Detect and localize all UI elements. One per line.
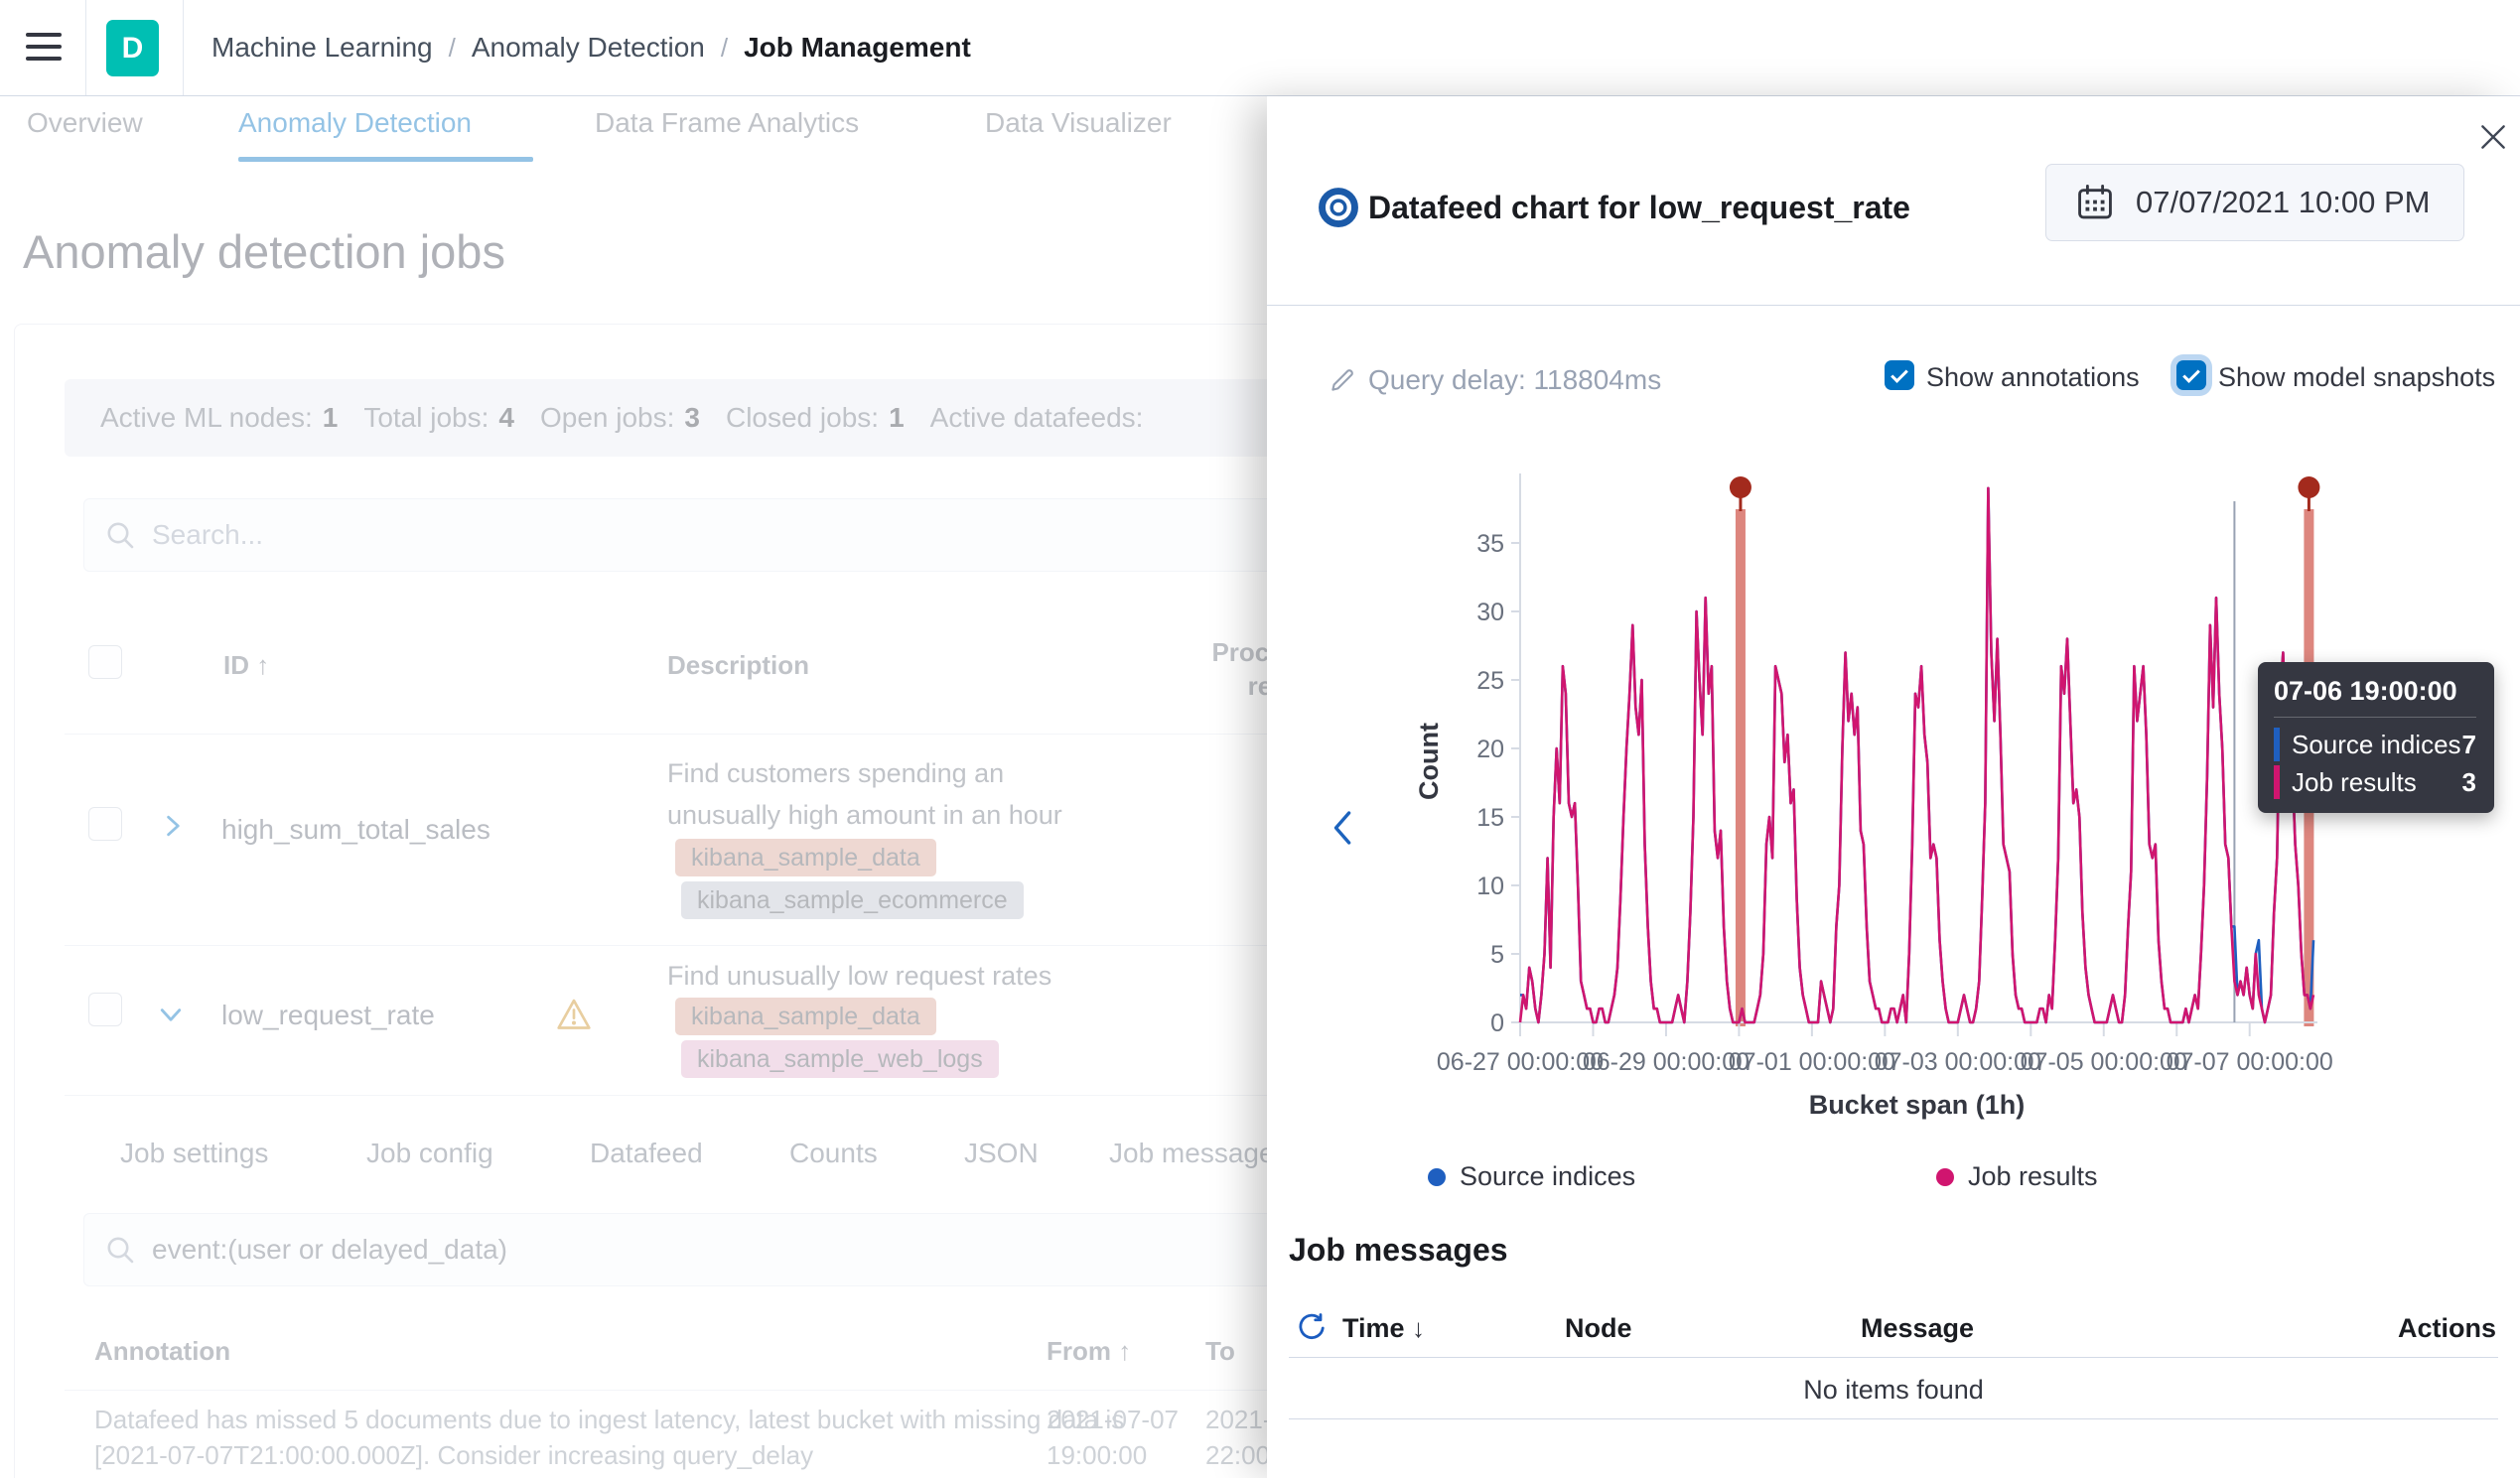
close-icon[interactable] [2476,120,2510,154]
breadcrumb-machine-learning[interactable]: Machine Learning [211,32,433,64]
jm-column-actions[interactable]: Actions [2300,1313,2496,1344]
calendar-icon [2076,184,2114,221]
svg-text:35: 35 [1476,530,1504,558]
datafeed-icon [1317,186,1360,229]
svg-text:07-05 00:00:00: 07-05 00:00:00 [2021,1048,2187,1076]
svg-text:5: 5 [1490,941,1504,969]
breadcrumb: Machine Learning / Anomaly Detection / J… [211,0,971,95]
space-avatar-letter: D [122,32,144,66]
legend-dot-job-results [1936,1168,1954,1186]
menu-icon[interactable] [26,33,62,63]
svg-text:Bucket span (1h): Bucket span (1h) [1809,1090,2026,1120]
chevron-left-icon[interactable] [1329,807,1358,849]
table-rule [1289,1418,2498,1419]
show-model-snapshots-checkbox[interactable] [2176,360,2206,390]
tooltip-swatch-source-indices [2274,728,2280,761]
job-messages-title: Job messages [1289,1232,1508,1269]
show-annotations-checkbox[interactable] [1885,360,1914,390]
breadcrumb-job-management: Job Management [744,32,971,64]
legend-label-source-indices[interactable]: Source indices [1460,1161,1635,1192]
jm-empty-message: No items found [1267,1375,2520,1406]
show-model-snapshots-label[interactable]: Show model snapshots [2218,362,2495,393]
top-header: D Machine Learning / Anomaly Detection /… [0,0,2520,96]
datafeed-chart-flyout: Datafeed chart for low_request_rate 07/0… [1267,96,2520,1478]
space-avatar[interactable]: D [106,20,159,76]
svg-text:Count: Count [1414,723,1444,800]
tooltip-time: 07-06 19:00:00 [2274,676,2476,718]
refresh-icon[interactable] [1297,1313,1327,1343]
tooltip-row: Job results 3 [2274,765,2476,799]
jm-column-message[interactable]: Message [1861,1313,1974,1344]
svg-text:30: 30 [1476,599,1504,626]
svg-text:06-27 00:00:00: 06-27 00:00:00 [1437,1048,1604,1076]
datetime-value: 07/07/2021 10:00 PM [2136,185,2430,220]
svg-text:0: 0 [1490,1009,1504,1037]
datetime-picker[interactable]: 07/07/2021 10:00 PM [2045,164,2464,241]
legend-label-job-results[interactable]: Job results [1968,1161,2098,1192]
svg-text:20: 20 [1476,736,1504,763]
breadcrumb-separator: / [705,33,744,64]
svg-text:10: 10 [1476,873,1504,900]
app-root: D Machine Learning / Anomaly Detection /… [0,0,2520,1478]
pencil-icon[interactable] [1329,366,1356,394]
tooltip-swatch-job-results [2274,765,2280,799]
table-rule [1289,1357,2498,1358]
svg-text:15: 15 [1476,804,1504,832]
svg-text:25: 25 [1476,667,1504,695]
breadcrumb-anomaly-detection[interactable]: Anomaly Detection [472,32,705,64]
tooltip-row: Source indices 7 [2274,728,2476,761]
svg-text:07-03 00:00:00: 07-03 00:00:00 [1875,1048,2041,1076]
datafeed-count-chart[interactable]: 0 5 10 15 20 25 30 35 06-27 00:00:0006-29 00:00:… [1396,444,2369,1139]
jm-column-node[interactable]: Node [1565,1313,1632,1344]
divider [1267,305,2520,306]
svg-text:07-07 00:00:00: 07-07 00:00:00 [2167,1048,2333,1076]
header-divider [183,0,184,95]
flyout-title: Datafeed chart for low_request_rate [1368,190,1910,226]
chart-tooltip: 07-06 19:00:00 Source indices 7 Job resu… [2258,662,2494,813]
query-delay-text: Query delay: 118804ms [1368,364,1661,396]
header-divider [85,0,86,95]
legend-dot-source-indices [1428,1168,1446,1186]
svg-text:07-01 00:00:00: 07-01 00:00:00 [1729,1048,1895,1076]
breadcrumb-separator: / [433,33,472,64]
jm-column-time[interactable]: Time ↓ [1342,1313,1425,1344]
svg-text:06-29 00:00:00: 06-29 00:00:00 [1583,1048,1750,1076]
show-annotations-label[interactable]: Show annotations [1926,362,2140,393]
